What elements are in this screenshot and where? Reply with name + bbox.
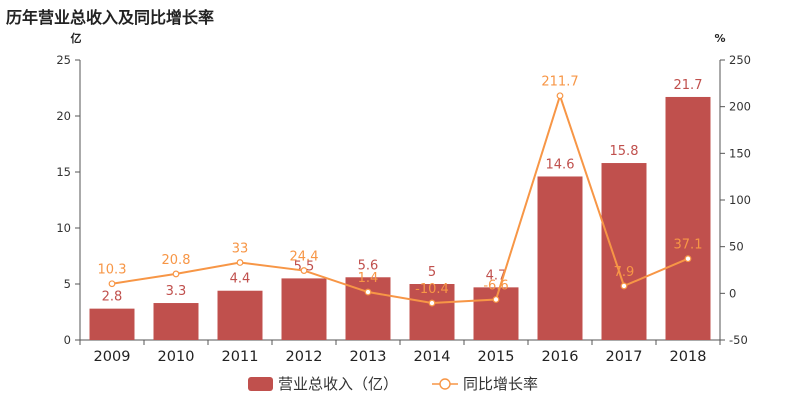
- line-label: 10.3: [98, 263, 127, 278]
- bar-label: 4.7: [486, 268, 507, 283]
- bar-label: 2.8: [102, 290, 123, 305]
- bar: [409, 284, 455, 340]
- y-left-tick-label: 5: [64, 277, 71, 291]
- bar-label: 4.4: [230, 272, 251, 287]
- line-point: [428, 299, 436, 307]
- line-point: [236, 259, 244, 266]
- bar: [473, 287, 519, 340]
- x-tick-label: 2017: [606, 349, 643, 365]
- line-label: -10.4: [415, 282, 449, 297]
- y-left-tick-label: 15: [56, 165, 71, 179]
- line-point: [620, 282, 628, 290]
- y-right-tick-label: 150: [729, 146, 751, 160]
- line-label: 37.1: [674, 238, 703, 253]
- x-tick-label: 2013: [350, 349, 387, 365]
- legend-bar-swatch: [248, 377, 273, 391]
- line-label: 24.4: [290, 250, 319, 265]
- line-point: [172, 270, 180, 278]
- x-tick-label: 2012: [286, 349, 323, 365]
- y-right-tick-label: 200: [729, 100, 751, 114]
- y-left-tick-label: 20: [56, 109, 71, 123]
- x-tick-label: 2009: [94, 349, 131, 365]
- bar: [537, 176, 583, 340]
- line-point: [108, 280, 116, 288]
- chart-title: 历年营业总收入及同比增长率: [6, 8, 215, 27]
- x-tick-label: 2015: [478, 349, 515, 365]
- line-point: [556, 92, 564, 100]
- y-right-tick-label: -50: [729, 333, 748, 347]
- x-tick-label: 2014: [414, 349, 451, 365]
- y-left-tick-label: 25: [56, 53, 71, 67]
- line-label: 211.7: [541, 75, 578, 90]
- line-point: [364, 288, 372, 296]
- bar-label: 5.6: [358, 258, 379, 273]
- bar: [665, 96, 711, 341]
- y-right-tick-label: 0: [729, 286, 736, 300]
- legend-bar-label: 营业总收入（亿）: [278, 375, 398, 393]
- line-label: 7.9: [614, 265, 635, 280]
- line-label: -6.6: [483, 278, 508, 293]
- legend-line-marker: [439, 378, 451, 390]
- y-right-unit: %: [714, 32, 725, 45]
- x-tick-label: 2010: [158, 349, 195, 365]
- y-left-tick-label: 10: [56, 221, 71, 235]
- bar: [153, 303, 199, 340]
- y-right-tick-label: 50: [729, 240, 744, 254]
- bar: [89, 308, 135, 340]
- line-point: [684, 255, 692, 263]
- line-point: [300, 267, 308, 274]
- line-label: 1.4: [358, 271, 379, 286]
- bar: [601, 163, 647, 340]
- line-label: 20.8: [162, 253, 191, 268]
- legend-line-label: 同比增长率: [463, 375, 538, 393]
- y-left-unit: 亿: [71, 31, 82, 45]
- line-point: [492, 296, 500, 303]
- growth-line: [111, 92, 689, 305]
- x-tick-label: 2016: [542, 349, 579, 365]
- x-tick-label: 2018: [670, 349, 707, 365]
- x-tick-label: 2011: [222, 349, 259, 365]
- y-right-tick-label: 100: [729, 193, 751, 207]
- line-label: 33: [232, 242, 249, 257]
- bar-label: 14.6: [546, 157, 575, 172]
- y-right-tick-label: 250: [729, 53, 751, 67]
- bar: [281, 278, 327, 340]
- bar-label: 3.3: [166, 284, 187, 299]
- bar-label: 5: [428, 265, 436, 280]
- bar: [217, 290, 263, 340]
- bar-label: 15.8: [610, 144, 639, 159]
- y-left-tick-label: 0: [64, 333, 71, 347]
- bar-label: 21.7: [674, 78, 703, 93]
